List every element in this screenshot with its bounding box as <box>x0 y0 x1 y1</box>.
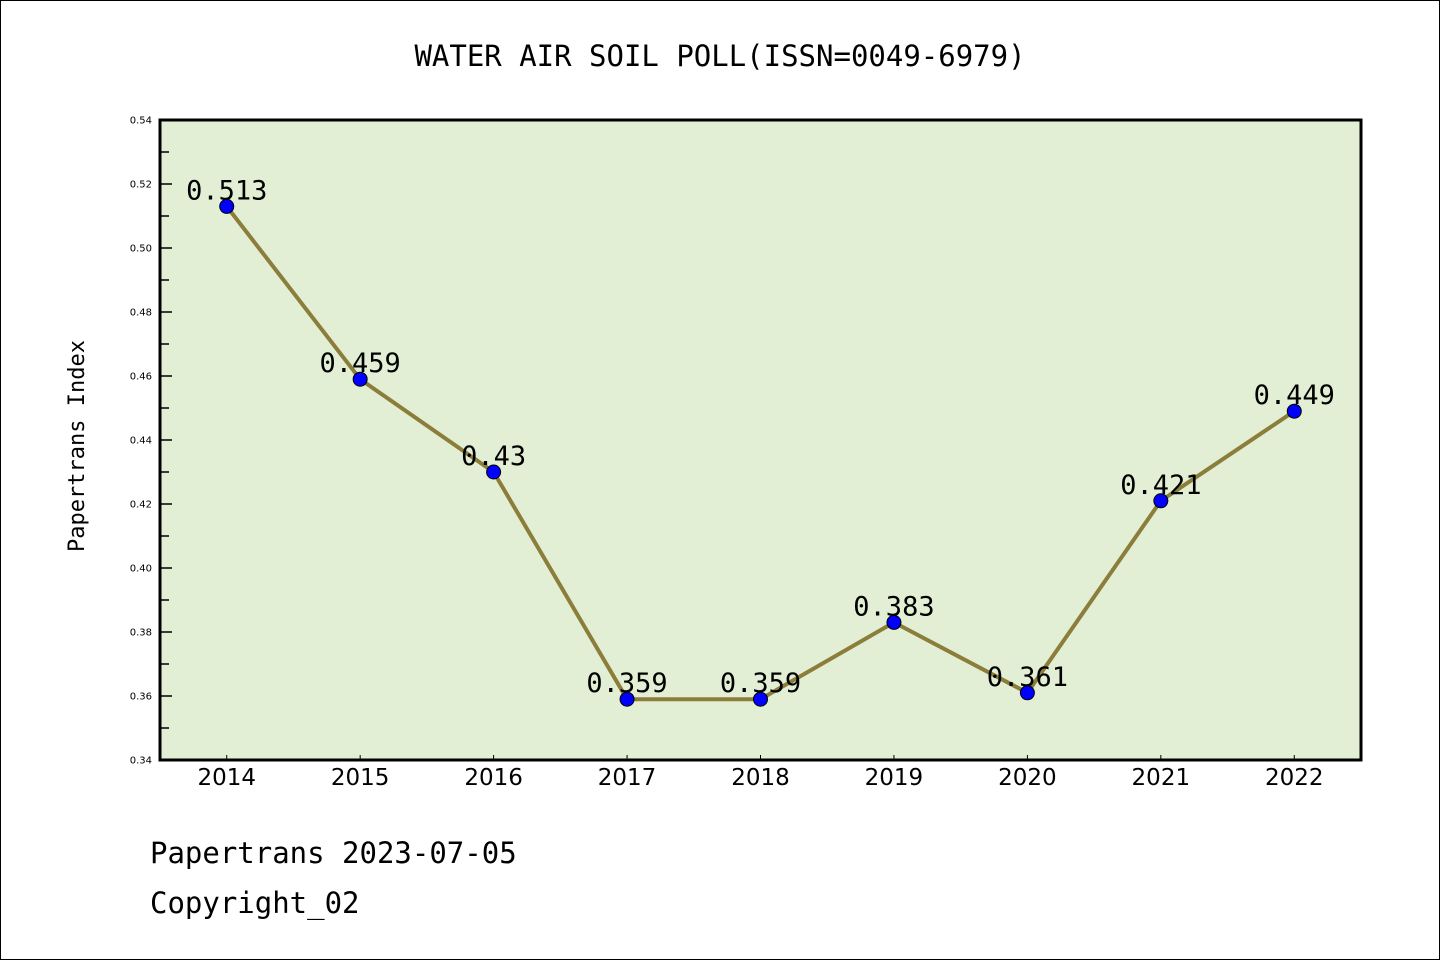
data-label: 0.459 <box>320 348 401 379</box>
chart-title: WATER AIR SOIL POLL(ISSN=0049-6979) <box>414 39 1025 73</box>
data-point <box>486 464 502 480</box>
data-label: 0.513 <box>186 175 267 206</box>
data-point <box>619 691 635 707</box>
data-point <box>886 614 902 630</box>
data-point <box>219 198 235 214</box>
y-tick-label: 0.36 <box>130 692 152 703</box>
x-tick-label: 2020 <box>998 765 1057 791</box>
y-tick-label: 0.52 <box>130 180 152 191</box>
y-tick-label: 0.48 <box>130 308 152 319</box>
data-label: 0.359 <box>586 668 667 699</box>
data-point <box>753 691 768 707</box>
y-tick-label: 0.40 <box>130 564 152 575</box>
data-label: 0.383 <box>853 591 934 622</box>
x-tick-label: 2014 <box>197 765 256 791</box>
data-point <box>1019 685 1035 701</box>
y-tick-label: 0.46 <box>130 372 152 383</box>
data-point <box>1153 493 1169 509</box>
footer-date: Papertrans 2023-07-05 <box>150 836 517 870</box>
plot-border <box>158 118 1363 762</box>
data-point <box>352 371 368 387</box>
plot-area <box>160 120 1361 760</box>
y-tick-label: 0.38 <box>130 628 152 639</box>
y-tick-label: 0.50 <box>130 244 152 255</box>
x-tick-label: 2016 <box>464 765 523 791</box>
data-label: 0.43 <box>461 441 526 472</box>
data-point <box>1286 403 1302 419</box>
y-axis-label: Papertrans Index <box>65 340 90 552</box>
y-tick-label: 0.44 <box>130 436 152 447</box>
footer-copyright: Copyright_02 <box>150 886 360 920</box>
data-label: 0.359 <box>720 668 801 699</box>
x-tick-label: 2019 <box>865 765 924 791</box>
x-tick-label: 2022 <box>1265 765 1324 791</box>
x-tick-label: 2015 <box>331 765 390 791</box>
data-label: 0.361 <box>987 662 1068 693</box>
x-tick-label: 2017 <box>598 765 657 791</box>
y-tick-label: 0.54 <box>130 116 152 127</box>
x-tick-label: 2021 <box>1132 765 1191 791</box>
y-tick-label: 0.42 <box>130 500 152 511</box>
data-label: 0.421 <box>1120 470 1201 501</box>
y-tick-label: 0.34 <box>130 756 152 767</box>
x-tick-label: 2018 <box>731 765 790 791</box>
data-label: 0.449 <box>1254 380 1335 411</box>
